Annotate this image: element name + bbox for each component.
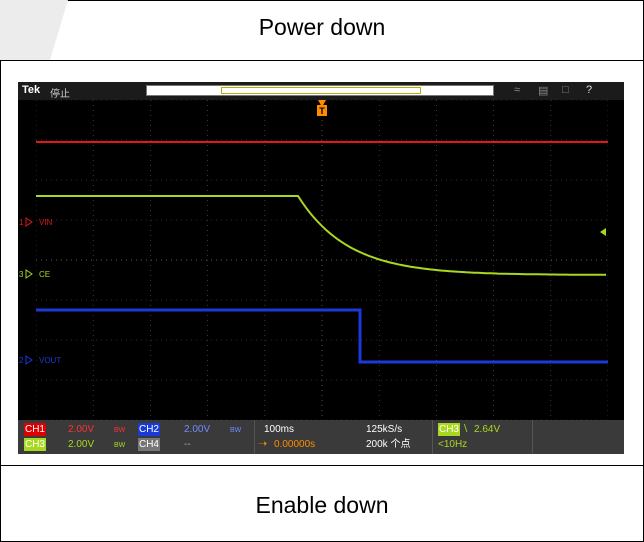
record-length: 200k 个点 [366,439,411,450]
top-divider [0,60,644,61]
svg-text:1: 1 [19,218,24,227]
trigger-level[interactable]: 2.64V [474,424,501,435]
ch2-button[interactable]: CH2 [138,423,160,436]
record-view-bar[interactable] [146,85,494,96]
channel-name-vin: VIN [39,218,53,227]
waveform-plot: T VIN CE VOUT [36,100,608,420]
channel-marker-vin[interactable]: 1 [19,217,33,227]
ch2-bandwidth-icon: BW [230,427,242,434]
divider [254,420,255,454]
acquisition-status: 停止 [50,89,70,100]
svg-text:2: 2 [19,356,24,365]
help-icon[interactable]: ? [586,84,593,96]
trigger-marker-icon [317,105,327,116]
ch4-button[interactable]: CH4 [138,438,160,451]
channel-marker-ce[interactable]: 3 [19,269,33,279]
channel-name-ce: CE [39,270,50,279]
ch1-scale: 2.00V [68,424,95,435]
trigger-source[interactable]: CH3 [438,423,460,436]
trigger-slope-icon: ∖ [462,424,469,435]
trigger-marker-label: T [319,106,325,116]
svg-text:3: 3 [19,270,24,279]
ch1-bandwidth-icon: BW [114,427,126,434]
channel-markers: 1 3 2 [19,217,33,365]
ch3-bandwidth-icon: BW [114,442,126,449]
divider [432,420,433,454]
usb-icon[interactable]: □ [562,84,569,96]
oscilloscope-screen: Tek 停止 ≈ ▤ □ ? T VIN CE VOUT 1 3 2 CH1 2.00V … [18,82,624,454]
bottom-divider [0,465,644,466]
scope-settings-bar: CH1 2.00V BW CH2 2.00V BW CH3 2.00V BW C… [18,420,624,454]
ch4-scale: -- [184,439,191,450]
network-icon[interactable]: ▤ [538,85,549,97]
record-view-window[interactable] [221,87,421,94]
position-arrow-icon: ➝ [258,438,268,450]
brand-logo: Tek [22,84,41,96]
corner-decoration [0,0,68,60]
top-caption: Power down [258,14,386,40]
trigger-frequency: <10Hz [438,439,468,450]
ch3-scale: 2.00V [68,439,95,450]
sample-rate: 125kS/s [366,424,403,435]
wifi-icon[interactable]: ≈ [514,84,521,96]
ch2-trace [36,308,608,364]
channel-name-vout: VOUT [39,356,61,365]
horizontal-offset[interactable]: 0.00000s [274,439,316,450]
timebase[interactable]: 100ms [264,424,295,435]
trigger-position-marker [318,100,326,107]
bottom-caption: Enable down [255,492,389,518]
divider [532,420,533,454]
ch2-scale: 2.00V [184,424,211,435]
ch3-trace [36,195,606,276]
channel-marker-vout[interactable]: 2 [19,355,33,365]
scope-top-bar: Tek 停止 ≈ ▤ □ ? [18,82,624,100]
ch1-button[interactable]: CH1 [24,423,46,436]
trigger-level-marker [600,228,606,236]
ch3-button[interactable]: CH3 [24,438,46,451]
